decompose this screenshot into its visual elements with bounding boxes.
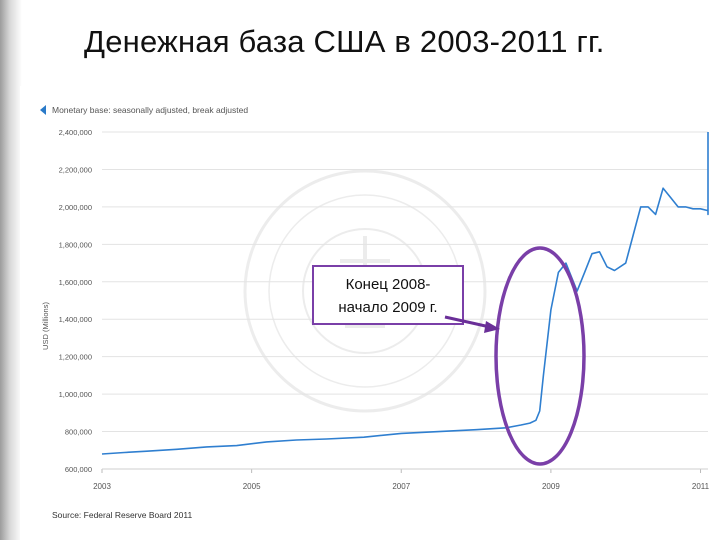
annotation: Конец 2008- начало 2009 г. bbox=[312, 246, 586, 466]
y-tick-label: 1,200,000 bbox=[59, 353, 92, 362]
y-tick-label: 800,000 bbox=[65, 428, 92, 437]
y-tick-label: 2,400,000 bbox=[59, 128, 92, 137]
annotation-line-1: Конец 2008- bbox=[346, 276, 431, 293]
y-tick-label: 2,200,000 bbox=[59, 165, 92, 174]
y-tick-label: 2,000,000 bbox=[59, 203, 92, 212]
y-tick-label: 1,600,000 bbox=[59, 278, 92, 287]
legend-marker-icon bbox=[40, 105, 46, 115]
annotation-box bbox=[312, 265, 464, 325]
chart-panel: Monetary base: seasonally adjusted, brea… bbox=[20, 86, 720, 540]
x-tick-label: 2009 bbox=[542, 482, 560, 491]
x-tick-label: 2007 bbox=[392, 482, 410, 491]
annotation-line-2: начало 2009 г. bbox=[338, 299, 437, 316]
y-axis-title: USD (Millions) bbox=[41, 302, 50, 350]
x-tick-label: 2003 bbox=[93, 482, 111, 491]
monetary-base-chart: Monetary base: seasonally adjusted, brea… bbox=[40, 105, 710, 520]
source-note: Source: Federal Reserve Board 2011 bbox=[52, 510, 192, 520]
annotation-arrowhead-icon bbox=[484, 321, 500, 333]
highlight-ellipse bbox=[494, 246, 586, 466]
y-tick-label: 1,000,000 bbox=[59, 390, 92, 399]
y-tick-label: 1,800,000 bbox=[59, 240, 92, 249]
y-tick-label: 1,400,000 bbox=[59, 315, 92, 324]
x-tick-label: 2011 bbox=[692, 482, 710, 491]
y-tick-labels: 600,000 800,000 1,000,000 1,200,000 1,400,00… bbox=[59, 128, 92, 474]
y-tick-label: 600,000 bbox=[65, 465, 92, 474]
x-tick-label: 2005 bbox=[243, 482, 261, 491]
annotation-arrow bbox=[444, 315, 491, 329]
slide-title: Денежная база США в 2003-2011 гг. bbox=[84, 24, 605, 59]
x-tick-labels: 2003 2005 2007 2009 2011 bbox=[93, 468, 710, 491]
legend-label: Monetary base: seasonally adjusted, brea… bbox=[52, 105, 248, 115]
legend: Monetary base: seasonally adjusted, brea… bbox=[40, 105, 248, 115]
